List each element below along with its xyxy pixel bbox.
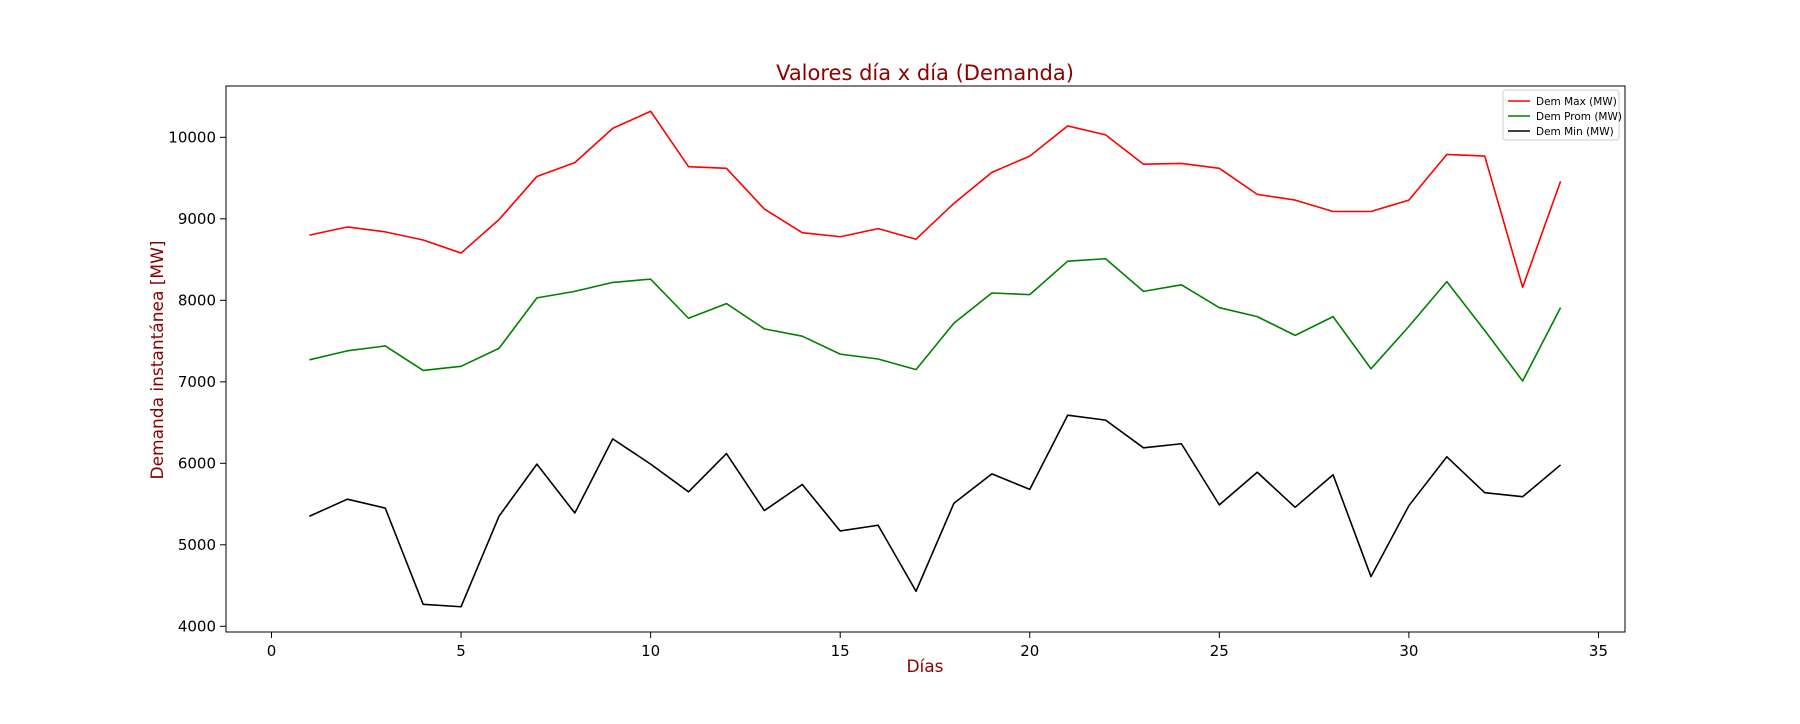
series-line-dem-max-mw [309,110,1562,289]
x-tick-label: 35 [1589,642,1608,660]
x-axis-label: Días [906,657,943,677]
y-axis-label: Demanda instantánea [MW] [148,240,168,479]
x-tick-label: 0 [267,642,277,660]
y-tick-label: 9000 [178,210,216,228]
series-line-dem-prom-mw [309,257,1562,382]
x-tick-label: 15 [831,642,850,660]
y-tick-label: 8000 [178,291,216,309]
x-tick-label: 5 [456,642,466,660]
y-tick-label: 5000 [178,536,216,554]
y-tick-label: 7000 [178,373,216,391]
legend-label-dem-max-mw: Dem Max (MW) [1536,96,1617,108]
legend: Dem Max (MW) Dem Prom (MW) Dem Min (MW) [1502,89,1622,141]
legend-box [1502,89,1620,141]
series-line-dem-min-mw [309,414,1562,608]
chart-title: Valores día x día (Demanda) [776,61,1074,85]
legend-label-dem-min-mw: Dem Min (MW) [1536,126,1614,138]
y-tick-label: 10000 [168,128,216,146]
x-tick-label: 10 [641,642,660,660]
x-tick-label: 25 [1210,642,1229,660]
plot-area: 0 5 10 15 20 25 30 35 4000 5000 6000 7000 8000 9000 10… [168,85,1626,660]
y-tick-label: 6000 [178,454,216,472]
y-tick-label: 4000 [178,617,216,635]
x-tick-label: 20 [1020,642,1039,660]
legend-label-dem-prom-mw: Dem Prom (MW) [1536,111,1622,123]
plot-frame [225,85,1626,633]
x-tick-label: 30 [1399,642,1418,660]
